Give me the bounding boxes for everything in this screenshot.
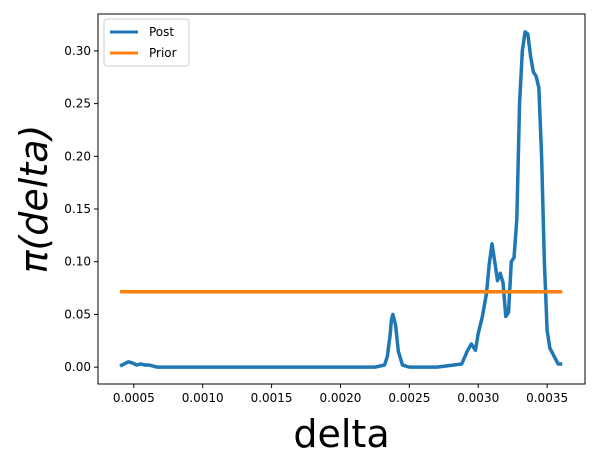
x-tick-label: 0.0030: [457, 391, 499, 405]
y-axis-ticks: 0.00 0.05 0.10 0.15 0.20 0.25 0.30: [64, 44, 98, 374]
y-tick-label: 0.25: [64, 97, 91, 111]
x-tick-label: 0.0020: [319, 391, 361, 405]
legend-label-prior: Prior: [149, 46, 177, 60]
x-tick-label: 0.0015: [251, 391, 293, 405]
x-tick-label: 0.0025: [388, 391, 430, 405]
legend: Post Prior: [103, 18, 190, 67]
y-axis-title: π(delta): [12, 125, 56, 274]
x-tick-label: 0.0005: [113, 391, 155, 405]
series-line-post: [119, 30, 563, 369]
y-tick-label: 0.15: [64, 202, 91, 216]
y-tick-label: 0.30: [64, 44, 91, 58]
y-tick-label: 0.10: [64, 255, 91, 269]
plot-area-frame: [97, 13, 586, 385]
y-tick-label: 0.05: [64, 307, 91, 321]
x-axis-title: delta: [293, 412, 389, 456]
legend-label-post: Post: [149, 25, 174, 39]
x-tick-label: 0.0035: [526, 391, 568, 405]
y-tick-label: 0.00: [64, 360, 91, 374]
x-axis-ticks: 0.0005 0.0010 0.0015 0.0020 0.0025 0.0030 0.00…: [113, 384, 568, 405]
series-layer: [119, 30, 563, 369]
y-tick-label: 0.20: [64, 149, 91, 163]
x-tick-label: 0.0010: [182, 391, 224, 405]
